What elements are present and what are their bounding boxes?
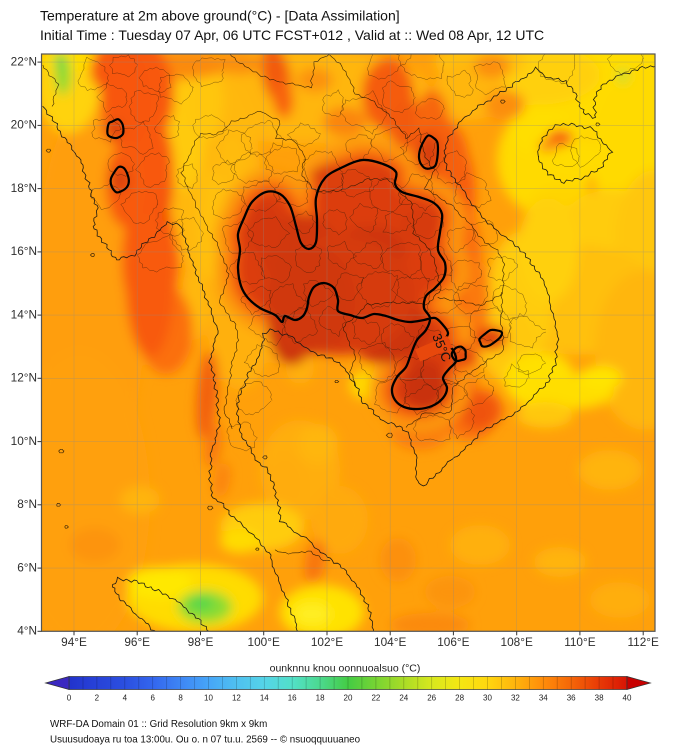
svg-text:112°E: 112°E — [627, 635, 659, 649]
svg-text:16°N: 16°N — [11, 244, 37, 258]
svg-text:106°E: 106°E — [437, 635, 469, 649]
svg-text:Initial Time : Tuesday 07 Apr,: Initial Time : Tuesday 07 Apr, 06 UTC FC… — [40, 27, 544, 43]
svg-text:26: 26 — [427, 694, 436, 703]
svg-text:10: 10 — [204, 694, 213, 703]
svg-text:34: 34 — [539, 694, 548, 703]
svg-text:4: 4 — [123, 694, 128, 703]
svg-text:24: 24 — [399, 694, 408, 703]
svg-text:38: 38 — [595, 694, 604, 703]
svg-text:14°N: 14°N — [11, 307, 37, 321]
svg-text:20°N: 20°N — [11, 118, 37, 132]
svg-text:Temperature at 2m above ground: Temperature at 2m above ground(°C) - [Da… — [40, 8, 400, 24]
svg-text:32: 32 — [511, 694, 520, 703]
svg-text:20: 20 — [344, 694, 353, 703]
svg-text:98°E: 98°E — [188, 635, 214, 649]
svg-text:108°E: 108°E — [501, 635, 533, 649]
svg-text:ounknnu knou oonnuoalsuo (°C): ounknnu knou oonnuoalsuo (°C) — [270, 663, 421, 675]
svg-text:12°N: 12°N — [11, 371, 37, 385]
svg-text:30: 30 — [483, 694, 492, 703]
svg-text:36: 36 — [567, 694, 576, 703]
svg-text:102°E: 102°E — [311, 635, 343, 649]
svg-text:28: 28 — [455, 694, 464, 703]
svg-text:8: 8 — [178, 694, 183, 703]
svg-text:40: 40 — [623, 694, 632, 703]
svg-text:6°N: 6°N — [17, 560, 37, 574]
svg-text:96°E: 96°E — [124, 635, 150, 649]
svg-text:0: 0 — [67, 694, 72, 703]
svg-text:110°E: 110°E — [564, 635, 596, 649]
svg-text:10°N: 10°N — [11, 434, 37, 448]
svg-text:104°E: 104°E — [374, 635, 406, 649]
svg-text:8°N: 8°N — [17, 497, 37, 511]
svg-text:Usuusudoaya ru toa 13:00u. Ou: Usuusudoaya ru toa 13:00u. Ou o. n 07 tu… — [50, 735, 361, 746]
svg-text:22: 22 — [371, 694, 380, 703]
svg-text:18°N: 18°N — [11, 181, 37, 195]
svg-text:WRF-DA Domain 01 :: Grid Resol: WRF-DA Domain 01 :: Grid Resolution 9km … — [50, 719, 267, 730]
svg-text:6: 6 — [150, 694, 155, 703]
svg-text:12: 12 — [232, 694, 241, 703]
svg-text:2: 2 — [95, 694, 100, 703]
svg-text:16: 16 — [288, 694, 297, 703]
svg-text:4°N: 4°N — [17, 624, 37, 638]
svg-text:18: 18 — [316, 694, 325, 703]
svg-text:14: 14 — [260, 694, 269, 703]
svg-text:22°N: 22°N — [11, 54, 37, 68]
svg-text:100°E: 100°E — [248, 635, 280, 649]
svg-text:94°E: 94°E — [61, 635, 87, 649]
